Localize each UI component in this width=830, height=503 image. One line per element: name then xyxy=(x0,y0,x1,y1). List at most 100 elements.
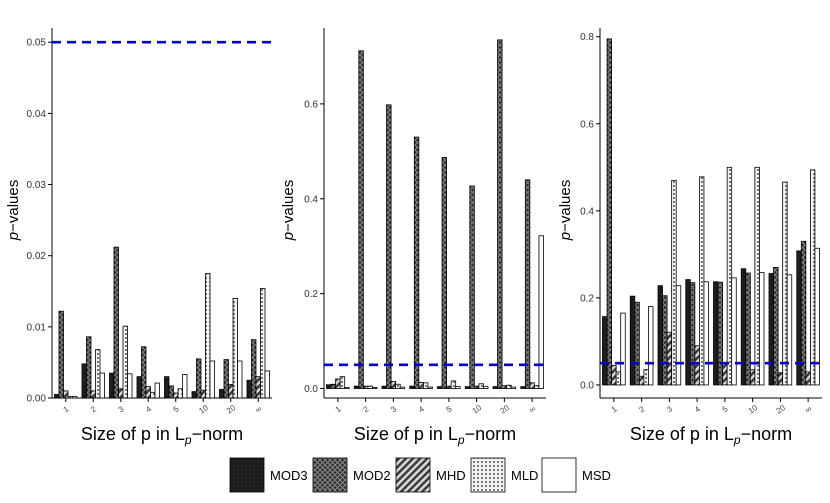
bar-mod3-5 xyxy=(464,386,471,389)
y-axis-label: p−values xyxy=(557,180,574,241)
bar-mhd-2 xyxy=(118,388,124,399)
y-tick-label: 0.6 xyxy=(580,119,594,130)
bar-mod3-2 xyxy=(381,385,387,389)
bar-mhd-2 xyxy=(666,331,673,386)
y-axis-label: p−values xyxy=(5,180,22,241)
bar-mhd-0 xyxy=(335,378,341,389)
bar-msd-2 xyxy=(675,285,682,386)
bar-mhd-3 xyxy=(145,386,151,399)
bar-mhd-7 xyxy=(805,371,811,386)
bar-mld-7 xyxy=(534,385,540,389)
bar-mhd-4 xyxy=(446,385,452,389)
bar-msd-1 xyxy=(99,372,105,399)
bar-mld-1 xyxy=(95,349,101,399)
bar-msd-5 xyxy=(759,272,765,386)
y-tick-label: 0.2 xyxy=(580,293,594,304)
legend-swatch-msd xyxy=(541,457,577,493)
bar-mod2-2 xyxy=(113,246,119,399)
bar-mod3-3 xyxy=(409,385,415,389)
bar-mod3-4 xyxy=(713,281,719,386)
bar-mod2-4 xyxy=(441,157,447,389)
bar-mod3-3 xyxy=(136,376,142,399)
y-tick-label: 0.03 xyxy=(27,180,47,191)
bar-mod3-6 xyxy=(219,389,225,399)
bar-mod2-1 xyxy=(634,301,640,386)
legend: MOD3 MOD2 MHD MLD MSD xyxy=(229,457,611,493)
bar-mhd-4 xyxy=(173,392,179,399)
panel-3: 0.0 0.2 0.4 0.6 0.8 1 2 3 4 5 10 20 ∞ p−values Size of… xyxy=(557,28,822,447)
x-tick-label: 4 xyxy=(144,404,153,414)
bar-mod2-4 xyxy=(717,281,723,386)
bar-mod2-3 xyxy=(141,346,147,399)
bar-mod3-4 xyxy=(164,376,170,399)
bar-mld-5 xyxy=(754,166,760,386)
x-tick-label: 20 xyxy=(774,403,787,416)
bar-msd-6 xyxy=(237,360,243,399)
bar-msd-5 xyxy=(209,360,215,399)
bar-mld-3 xyxy=(699,176,705,386)
y-tick-label: 0.2 xyxy=(304,289,318,300)
bar-mhd-3 xyxy=(694,345,700,386)
legend-swatch-mhd xyxy=(395,457,431,493)
bar-msd-2 xyxy=(127,373,133,399)
bar-mod3-1 xyxy=(629,295,636,386)
bar-mhd-1 xyxy=(362,385,369,389)
bar-mod3-3 xyxy=(685,279,691,386)
x-tick-label: 3 xyxy=(389,404,398,414)
x-tick-label: 5 xyxy=(445,404,454,414)
bar-mld-4 xyxy=(726,166,733,386)
legend-swatch-mod3 xyxy=(229,457,265,493)
y-tick-label: 0.00 xyxy=(27,394,47,405)
bar-mod2-2 xyxy=(386,104,392,389)
bar-msd-0 xyxy=(344,387,350,389)
x-tick-label: 20 xyxy=(498,403,511,416)
y-tick-label: 0.01 xyxy=(27,322,47,333)
bar-msd-6 xyxy=(510,386,517,389)
bar-mhd-4 xyxy=(722,363,728,386)
bar-mod2-6 xyxy=(773,267,779,386)
bar-msd-7 xyxy=(538,235,544,389)
x-axis-label: Size of p in Lp−norm xyxy=(81,424,243,447)
y-tick-label: 0.04 xyxy=(27,109,47,120)
bar-mhd-6 xyxy=(777,372,784,386)
bar-mod3-7 xyxy=(796,250,802,386)
bar-mod2-5 xyxy=(196,358,202,399)
bar-mod2-7 xyxy=(251,339,257,399)
bar-mod3-2 xyxy=(657,285,663,386)
bar-mod2-7 xyxy=(800,240,807,386)
bar-msd-7 xyxy=(814,247,820,386)
bar-mld-4 xyxy=(450,380,457,389)
bar-mod2-0 xyxy=(330,383,336,389)
bar-mod3-1 xyxy=(353,385,360,389)
bar-msd-3 xyxy=(427,386,433,389)
bar-mhd-3 xyxy=(418,381,424,389)
bar-mld-4 xyxy=(177,388,183,399)
bar-mld-5 xyxy=(478,383,484,389)
bar-mhd-0 xyxy=(63,390,69,399)
bar-mod2-5 xyxy=(745,272,751,386)
bar-mod2-4 xyxy=(168,385,174,399)
bar-mld-6 xyxy=(506,384,512,389)
bar-mod2-7 xyxy=(524,179,531,389)
bar-mod2-3 xyxy=(689,282,696,386)
y-tick-label: 0.05 xyxy=(27,38,47,49)
bar-mld-6 xyxy=(782,181,788,386)
bar-mld-2 xyxy=(395,383,401,389)
bar-mod2-6 xyxy=(497,39,503,389)
bar-mod3-5 xyxy=(740,268,747,386)
bar-mod3-4 xyxy=(437,386,443,389)
bar-mld-7 xyxy=(810,169,816,386)
bar-mld-5 xyxy=(205,273,211,399)
bar-mod3-6 xyxy=(492,386,498,389)
x-tick-label: 5 xyxy=(172,404,181,414)
x-tick-label: ∞ xyxy=(254,404,264,415)
bar-msd-1 xyxy=(372,387,378,389)
bar-mod3-6 xyxy=(768,273,774,386)
x-tick-label: 10 xyxy=(197,403,210,416)
x-tick-label: ∞ xyxy=(803,404,813,415)
bar-mld-2 xyxy=(671,179,677,386)
legend-label-mhd: MHD xyxy=(436,468,466,483)
x-tick-label: 1 xyxy=(62,404,71,414)
